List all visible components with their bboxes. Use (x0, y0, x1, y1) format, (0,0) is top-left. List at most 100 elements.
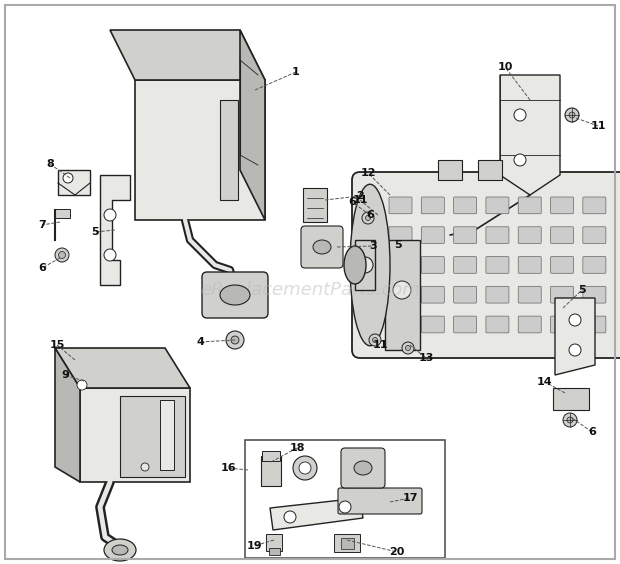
FancyBboxPatch shape (454, 257, 477, 274)
Text: 6: 6 (588, 427, 596, 437)
Text: 11: 11 (372, 340, 388, 350)
FancyBboxPatch shape (486, 227, 509, 244)
FancyBboxPatch shape (262, 451, 280, 461)
Polygon shape (58, 170, 90, 195)
FancyBboxPatch shape (352, 172, 620, 358)
Circle shape (226, 331, 244, 349)
FancyBboxPatch shape (261, 456, 281, 486)
Ellipse shape (104, 539, 136, 561)
FancyBboxPatch shape (422, 316, 445, 333)
Circle shape (63, 173, 73, 183)
FancyBboxPatch shape (583, 316, 606, 333)
Text: 5: 5 (578, 285, 586, 295)
Polygon shape (65, 370, 95, 395)
FancyBboxPatch shape (303, 188, 327, 222)
FancyBboxPatch shape (486, 287, 509, 303)
Circle shape (565, 108, 579, 122)
FancyBboxPatch shape (422, 227, 445, 244)
Text: 12: 12 (360, 168, 376, 178)
Circle shape (393, 281, 411, 299)
Text: 5: 5 (394, 240, 402, 250)
Text: 11: 11 (590, 121, 606, 131)
FancyBboxPatch shape (551, 197, 574, 214)
FancyBboxPatch shape (422, 287, 445, 303)
Circle shape (514, 109, 526, 121)
Text: eReplacementParts.com: eReplacementParts.com (200, 281, 420, 299)
Polygon shape (360, 210, 400, 340)
FancyBboxPatch shape (518, 316, 541, 333)
Circle shape (339, 501, 351, 513)
Circle shape (58, 252, 66, 258)
Text: 9: 9 (61, 370, 69, 380)
Text: 17: 17 (402, 493, 418, 503)
Polygon shape (355, 240, 375, 290)
Polygon shape (55, 348, 80, 482)
Polygon shape (500, 75, 560, 195)
Polygon shape (438, 160, 462, 180)
Text: 6: 6 (38, 263, 46, 273)
Ellipse shape (354, 461, 372, 475)
FancyBboxPatch shape (301, 226, 343, 268)
FancyBboxPatch shape (518, 257, 541, 274)
FancyBboxPatch shape (486, 316, 509, 333)
Circle shape (373, 337, 378, 342)
FancyBboxPatch shape (341, 448, 385, 488)
Circle shape (231, 336, 239, 344)
Text: 19: 19 (246, 541, 262, 551)
Ellipse shape (313, 240, 331, 254)
Polygon shape (80, 388, 190, 482)
Ellipse shape (344, 246, 366, 284)
Text: 14: 14 (537, 377, 553, 387)
Polygon shape (55, 348, 190, 388)
FancyBboxPatch shape (245, 440, 445, 558)
Circle shape (141, 463, 149, 471)
FancyBboxPatch shape (518, 287, 541, 303)
Text: 8: 8 (46, 159, 54, 169)
FancyBboxPatch shape (389, 227, 412, 244)
FancyBboxPatch shape (518, 227, 541, 244)
Text: 20: 20 (389, 547, 405, 557)
Ellipse shape (112, 545, 128, 555)
Circle shape (569, 112, 575, 118)
Circle shape (104, 249, 116, 261)
FancyBboxPatch shape (422, 257, 445, 274)
FancyBboxPatch shape (389, 316, 412, 333)
Circle shape (362, 212, 374, 224)
Circle shape (284, 511, 296, 523)
Circle shape (563, 413, 577, 427)
Text: 1: 1 (292, 67, 300, 77)
Text: 6: 6 (348, 197, 356, 207)
FancyBboxPatch shape (268, 548, 280, 554)
FancyBboxPatch shape (266, 534, 282, 551)
Polygon shape (120, 396, 185, 477)
Circle shape (369, 334, 381, 346)
Circle shape (77, 380, 87, 390)
Polygon shape (478, 160, 502, 180)
Text: 10: 10 (497, 62, 513, 72)
FancyBboxPatch shape (551, 227, 574, 244)
Ellipse shape (220, 285, 250, 305)
Circle shape (293, 456, 317, 480)
Circle shape (104, 209, 116, 221)
Text: 5: 5 (91, 227, 99, 237)
Text: 16: 16 (220, 463, 236, 473)
FancyBboxPatch shape (389, 257, 412, 274)
Polygon shape (240, 30, 265, 220)
Circle shape (366, 215, 371, 221)
Polygon shape (110, 30, 265, 80)
FancyBboxPatch shape (454, 316, 477, 333)
FancyBboxPatch shape (583, 227, 606, 244)
FancyBboxPatch shape (389, 197, 412, 214)
Polygon shape (135, 80, 265, 220)
Circle shape (514, 154, 526, 166)
FancyBboxPatch shape (583, 287, 606, 303)
Circle shape (569, 344, 581, 356)
Circle shape (357, 257, 373, 273)
FancyBboxPatch shape (551, 257, 574, 274)
Text: 7: 7 (38, 220, 46, 230)
Circle shape (402, 342, 414, 354)
Text: 18: 18 (290, 443, 305, 453)
FancyBboxPatch shape (202, 272, 268, 318)
Circle shape (569, 314, 581, 326)
Text: 15: 15 (50, 340, 64, 350)
